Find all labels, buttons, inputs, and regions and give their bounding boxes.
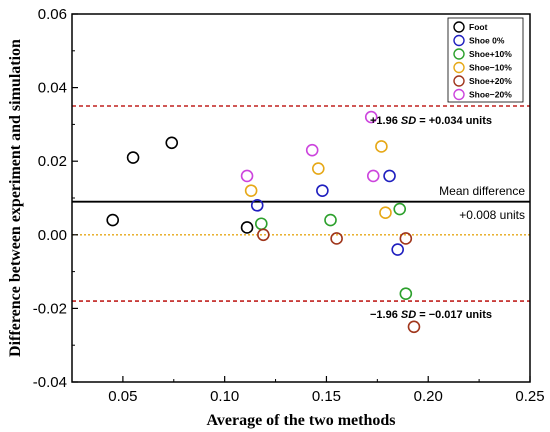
legend-marker <box>453 21 465 33</box>
mean-difference-value: +0.008 units <box>459 208 525 222</box>
point-shoe-10 <box>324 213 337 227</box>
point-foot <box>106 213 120 227</box>
y-tick-label: -0.04 <box>33 374 67 391</box>
legend-marker <box>453 61 465 74</box>
point-shoe-20 <box>257 228 270 242</box>
legend-label: Shoe−20% <box>469 90 512 100</box>
reference-lines <box>72 105 530 302</box>
point-shoe-10 <box>255 217 268 231</box>
legend-marker <box>453 34 465 47</box>
x-tick-label: 0.20 <box>414 388 443 405</box>
upper-loa-prefix: +1.96 <box>370 115 401 127</box>
x-tick-label: 0.15 <box>312 388 341 405</box>
y-tick-label: -0.02 <box>33 300 67 317</box>
y-axis-title: Difference between experiment and simula… <box>7 39 24 357</box>
data-points <box>106 110 421 334</box>
point-shoe-0 <box>316 184 329 197</box>
y-tick-label: 0.02 <box>38 153 67 170</box>
point-foot <box>126 151 140 164</box>
point-foot <box>240 221 254 234</box>
y-tick-label: 0.00 <box>38 227 67 244</box>
point-shoe-20 <box>407 320 421 334</box>
y-tick-label: 0.04 <box>38 80 67 97</box>
point-shoe-10 <box>312 162 325 175</box>
mean-difference-label: Mean difference <box>439 184 525 198</box>
legend-label: Shoe+20% <box>469 76 512 86</box>
lower-loa-sd: SD <box>401 309 416 321</box>
lower-loa-label: −1.96 SD = −0.017 units <box>370 309 492 321</box>
legend-marker <box>453 48 465 60</box>
point-shoe-20 <box>399 232 413 245</box>
x-tick-label: 0.05 <box>108 388 137 405</box>
point-shoe-0 <box>250 199 264 212</box>
y-tick-label: 0.06 <box>38 6 67 23</box>
upper-loa-suffix: = +0.034 units <box>416 115 492 127</box>
legend-marker <box>453 88 465 101</box>
upper-loa-sd: SD <box>401 115 416 127</box>
point-shoe-20 <box>330 232 343 245</box>
point-shoe-20 <box>366 169 380 183</box>
point-foot <box>165 136 179 150</box>
point-shoe-20 <box>240 169 254 183</box>
point-shoe-10 <box>244 184 258 197</box>
point-shoe-10 <box>375 140 388 153</box>
legend-marker <box>453 75 465 87</box>
legend-label: Foot <box>469 22 488 32</box>
point-shoe-20 <box>364 110 378 124</box>
legend-label: Shoe+10% <box>469 49 512 59</box>
point-shoe-0 <box>383 169 396 183</box>
legend-label: Shoe−10% <box>469 63 512 73</box>
point-shoe-0 <box>391 243 404 256</box>
x-tick-label: 0.25 <box>515 388 544 405</box>
lower-loa-suffix: = −0.017 units <box>416 309 492 321</box>
legend: Foot Shoe 0% Shoe+10% Shoe−10% Shoe+20% Shoe−… <box>447 17 524 103</box>
upper-loa-label: +1.96 SD = +0.034 units <box>370 115 492 127</box>
legend-label: Shoe 0% <box>469 36 505 46</box>
point-shoe-10 <box>393 202 407 216</box>
annotations: +1.96 SD = +0.034 units Mean difference … <box>370 115 525 321</box>
point-shoe-10 <box>399 287 413 300</box>
x-tick-label: 0.10 <box>210 388 239 405</box>
point-shoe-20 <box>305 143 319 157</box>
axis-ticks: 0.05 0.10 0.15 0.20 0.25 -0.04 -0.02 0.00 0.02 0.… <box>33 6 545 405</box>
point-shoe-10 <box>379 206 392 220</box>
lower-loa-prefix: −1.96 <box>370 309 401 321</box>
x-axis-title: Average of the two methods <box>207 412 396 429</box>
